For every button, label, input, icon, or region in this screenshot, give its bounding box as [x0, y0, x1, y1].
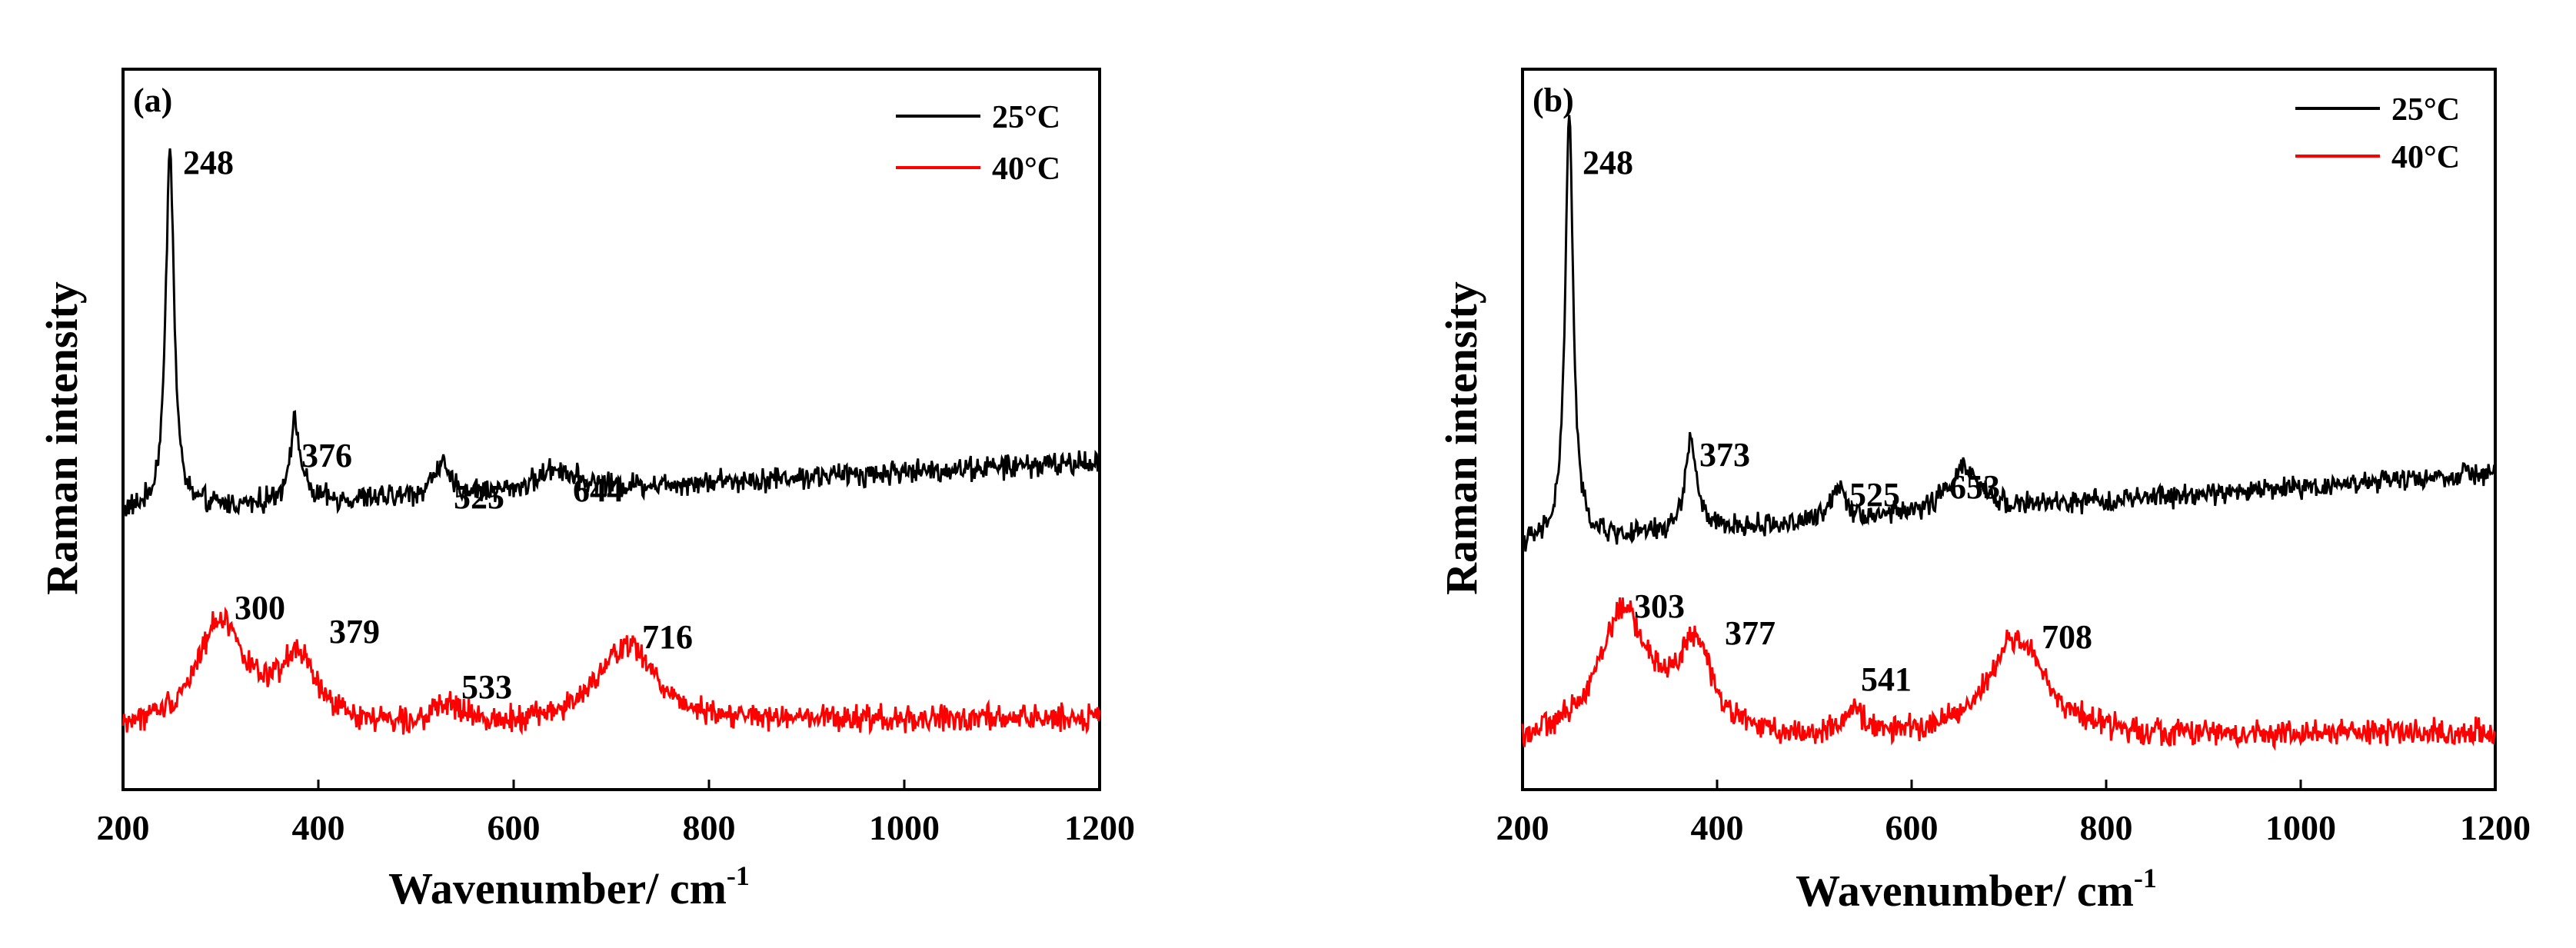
panel-a-peak-label: 379 — [329, 613, 380, 650]
panel-a-label: (a) — [133, 81, 172, 119]
panel-b-peak-label: 653 — [1949, 468, 2000, 506]
panel-b-x-tick-label: 1200 — [2460, 808, 2531, 847]
panel-b-y-axis-title: Raman intensity — [1436, 281, 1486, 595]
panel-b-x-axis-title: Wavenumber/ cm-1 — [1796, 863, 2157, 916]
panel-a-peak-labels: 248 376 525 644 300 248 379 533 716 — [183, 144, 693, 706]
panel-b-x-tick-label: 800 — [2080, 808, 2133, 847]
panel-a-x-tick-label: 1200 — [1064, 808, 1135, 847]
panel-b-series-25c-line — [1521, 115, 2497, 552]
panel-b-x-tick-label: 1000 — [2265, 808, 2336, 847]
panel-a: (a) 25°C 40°C Raman intensity Wavenumber… — [37, 68, 1135, 913]
panel-b-peak-label: 541 — [1861, 660, 1912, 698]
panel-a-peak-label: 525 — [454, 478, 504, 516]
panel-a-x-tick-label: 200 — [97, 808, 150, 847]
panel-a-series-25c-line — [121, 148, 1101, 517]
panel-a-peak-label: 644 — [573, 471, 624, 509]
panel-b-x-tick-label: 400 — [1691, 808, 1744, 847]
panel-a-legend: 25°C 40°C — [896, 100, 1060, 187]
panel-b-series-40c-line — [1521, 597, 2497, 751]
panel-b-x-tick-label: 600 — [1885, 808, 1939, 847]
panel-b-peak-label: 248 — [1583, 144, 1633, 181]
panel-a-series-40c-line — [121, 607, 1101, 736]
panel-a-peak-label: 248 — [183, 144, 234, 181]
panel-a-x-tick-label: 400 — [292, 808, 345, 847]
panel-a-x-tick-label: 600 — [488, 808, 541, 847]
panel-b-legend-label-25c: 25°C — [2391, 92, 2460, 128]
panel-b-legend: 25°C 40°C — [2295, 92, 2460, 175]
panel-a-x-axis-title: Wavenumber/ cm-1 — [388, 860, 750, 913]
panel-a-legend-label-25c: 25°C — [992, 100, 1060, 135]
panel-a-peak-label: 533 — [461, 668, 512, 706]
panel-a-peak-label: 376 — [301, 437, 352, 474]
panel-b-peak-label: 373 — [1699, 436, 1750, 474]
panel-b-peak-label: 708 — [2042, 618, 2092, 656]
panel-a-y-axis-title: Raman intensity — [37, 281, 87, 595]
panel-b-peak-label: 377 — [1725, 614, 1776, 652]
panel-b-plot-frame — [1521, 68, 2497, 791]
panel-a-x-tick-label: 800 — [683, 808, 736, 847]
panel-b-legend-label-40c: 40°C — [2391, 140, 2460, 175]
panel-a-peak-label: 716 — [642, 618, 693, 656]
panel-b-peak-label: 525 — [1849, 476, 1900, 514]
panel-b-x-ticks: 200 400 600 800 1000 1200 — [1496, 780, 2531, 847]
panel-a-peak-label: 300 — [235, 589, 285, 627]
panel-a-x-ticks: 200 400 600 800 1000 1200 — [97, 780, 1135, 847]
panel-b: (b) 25°C 40°C Raman intensity Wavenumber… — [1436, 68, 2531, 916]
panel-b-label: (b) — [1533, 81, 1574, 119]
panel-b-peak-label: 303 — [1634, 587, 1685, 625]
panel-b-x-tick-label: 200 — [1496, 808, 1549, 847]
panel-b-peak-labels: 248 373 525 653 303 377 541 708 — [1583, 144, 2092, 698]
panel-a-plot-frame — [121, 68, 1101, 791]
panel-a-x-tick-label: 1000 — [869, 808, 940, 847]
panel-a-legend-label-40c: 40°C — [992, 151, 1060, 187]
